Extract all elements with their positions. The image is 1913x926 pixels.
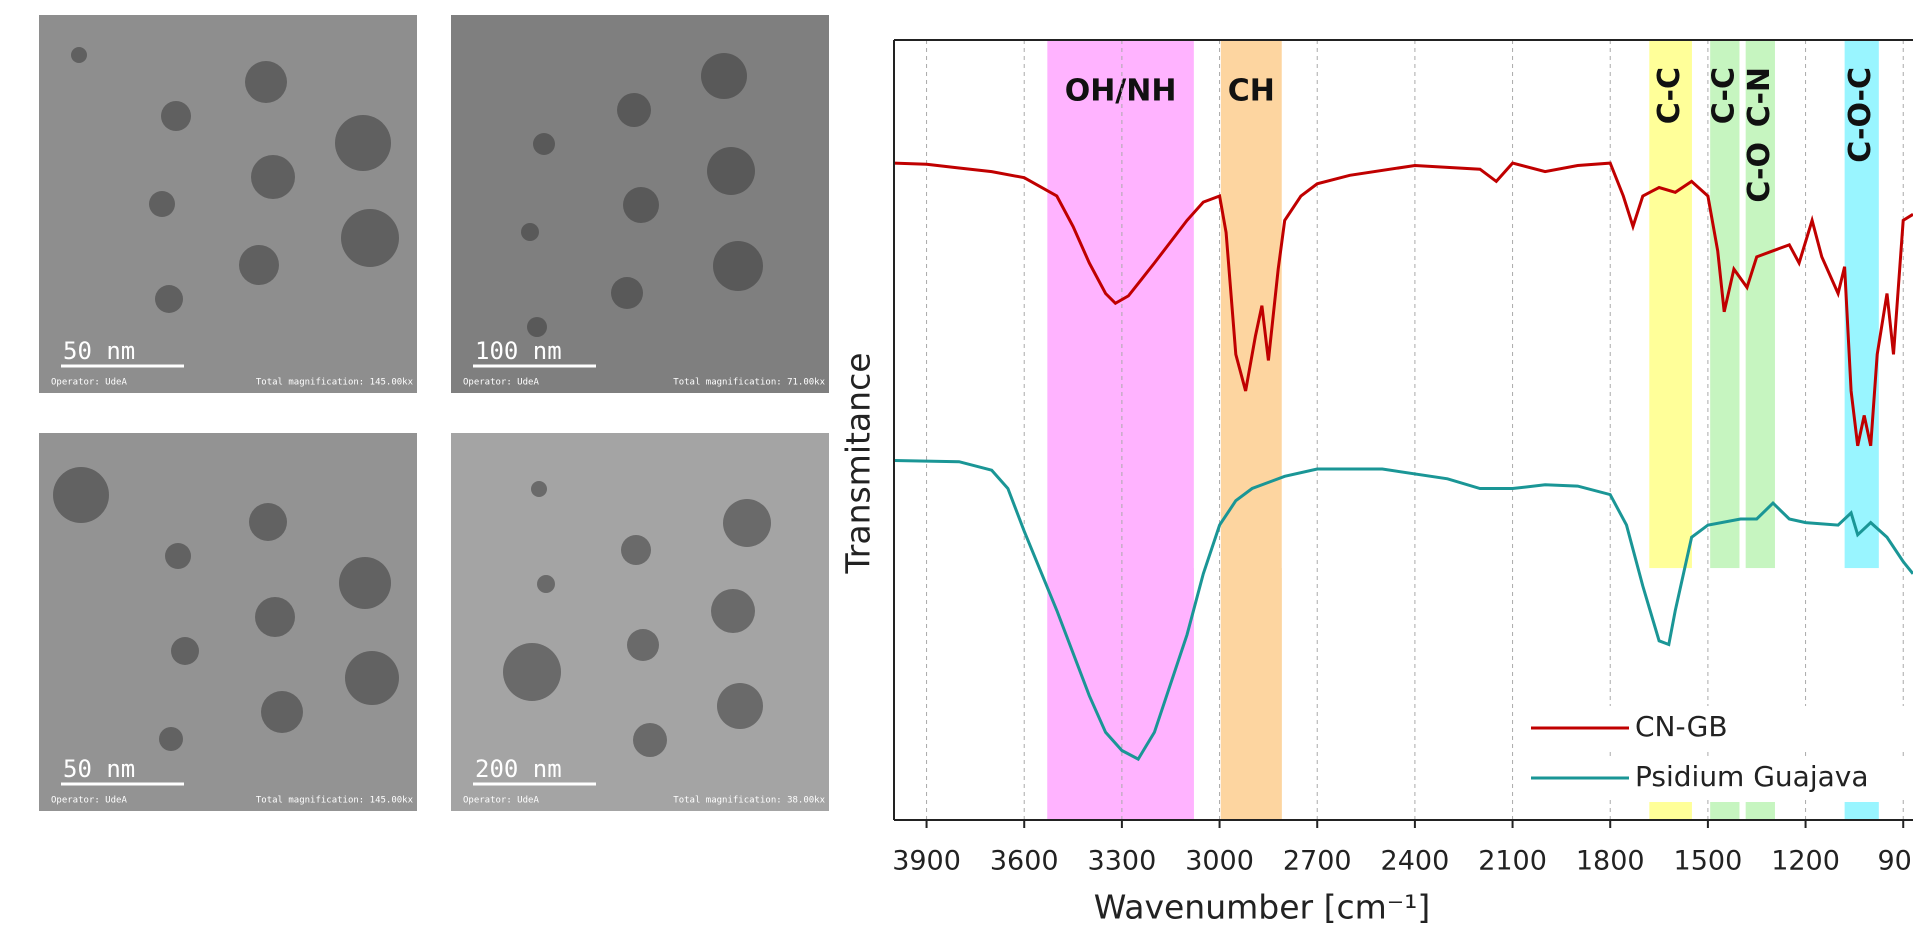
band xyxy=(1649,40,1692,569)
operator: Operator: UdeA xyxy=(463,796,539,806)
series-line xyxy=(894,459,1913,762)
x-tick-label: 2400 xyxy=(1381,846,1450,877)
scale-label: 100 nm xyxy=(475,337,562,365)
operator: Operator: UdeA xyxy=(463,378,539,388)
x-tick-label: 3600 xyxy=(990,846,1059,877)
particle xyxy=(503,643,561,701)
particle xyxy=(335,115,391,171)
x-tick-label: 3000 xyxy=(1185,846,1254,877)
band xyxy=(1745,802,1775,820)
particle xyxy=(341,209,399,267)
legend-label: CN-GB xyxy=(1635,710,1728,743)
series-line xyxy=(894,161,1913,447)
scale-label: 50 nm xyxy=(63,337,135,365)
particle xyxy=(623,187,659,223)
particle xyxy=(239,245,279,285)
particle xyxy=(71,47,87,63)
particle xyxy=(155,285,183,313)
operator: Operator: UdeA xyxy=(51,378,127,388)
particle xyxy=(171,637,199,665)
x-tick-label: 1500 xyxy=(1674,846,1743,877)
particle xyxy=(255,597,295,637)
x-tick-label: 1800 xyxy=(1576,846,1645,877)
x-tick-label: 3900 xyxy=(892,846,961,877)
legend-label: Psidium Guajava xyxy=(1635,760,1869,793)
particle xyxy=(161,101,191,131)
scale-label: 50 nm xyxy=(63,755,135,783)
particle xyxy=(251,155,295,199)
particle xyxy=(711,589,755,633)
micrograph: 100 nm Operator: UdeA Total magnification:… xyxy=(451,15,829,393)
band-label: C-O xyxy=(1742,142,1777,203)
band xyxy=(1220,568,1282,820)
band-label: OH/NH xyxy=(1065,74,1177,109)
particle xyxy=(345,651,399,705)
band xyxy=(1745,40,1775,569)
band xyxy=(1844,40,1879,569)
particle xyxy=(339,557,391,609)
micrograph: 50 nm Operator: UdeA Total magnification: … xyxy=(39,15,417,393)
magnification: Total magnification: 71.00kx xyxy=(673,378,825,388)
particle xyxy=(245,61,287,103)
x-tick-label: 3300 xyxy=(1088,846,1157,877)
band xyxy=(1710,802,1740,820)
particle xyxy=(611,277,643,309)
particle xyxy=(521,223,539,241)
particle xyxy=(627,629,659,661)
particle xyxy=(621,535,651,565)
particle xyxy=(537,575,555,593)
micrograph: 200 nm Operator: UdeA Total magnification:… xyxy=(451,433,829,811)
particle xyxy=(717,683,763,729)
plot-area: OH/NH CH C-C C-C C-NC-OC-O-C xyxy=(894,40,1913,820)
particle xyxy=(533,133,555,155)
x-tick-label: 900 xyxy=(1877,846,1913,877)
magnification: Total magnification: 38.00kx xyxy=(673,796,825,806)
particle xyxy=(713,241,763,291)
particle xyxy=(633,723,667,757)
particle xyxy=(165,543,191,569)
band-label: C-O-C xyxy=(1843,67,1878,163)
band xyxy=(1047,568,1194,820)
band-label: C-C xyxy=(1706,67,1741,124)
particle xyxy=(723,499,771,547)
particle xyxy=(701,53,747,99)
particle xyxy=(531,481,547,497)
band-label: C-N xyxy=(1742,67,1777,127)
particle xyxy=(159,727,183,751)
scale-label: 200 nm xyxy=(475,755,562,783)
x-axis-title: Wavenumber [cm⁻¹] xyxy=(1094,888,1431,926)
micrograph: 50 nm Operator: UdeA Total magnification: … xyxy=(39,433,417,811)
y-axis-title: Transmitance xyxy=(839,352,878,574)
band-label: C-C xyxy=(1652,67,1687,124)
magnification: Total magnification: 145.00kx xyxy=(256,796,414,806)
band xyxy=(1844,802,1879,820)
operator: Operator: UdeA xyxy=(51,796,127,806)
particle xyxy=(617,93,651,127)
band-label: CH xyxy=(1228,74,1275,109)
particle xyxy=(261,691,303,733)
magnification: Total magnification: 145.00kx xyxy=(256,378,414,388)
particle xyxy=(707,147,755,195)
band xyxy=(1649,802,1692,820)
particle xyxy=(53,467,109,523)
x-tick-label: 2100 xyxy=(1478,846,1547,877)
particle xyxy=(149,191,175,217)
particle xyxy=(527,317,547,337)
particle xyxy=(249,503,287,541)
x-tick-label: 2700 xyxy=(1283,846,1352,877)
micrograph-bg xyxy=(39,15,417,393)
x-tick-label: 1200 xyxy=(1771,846,1840,877)
